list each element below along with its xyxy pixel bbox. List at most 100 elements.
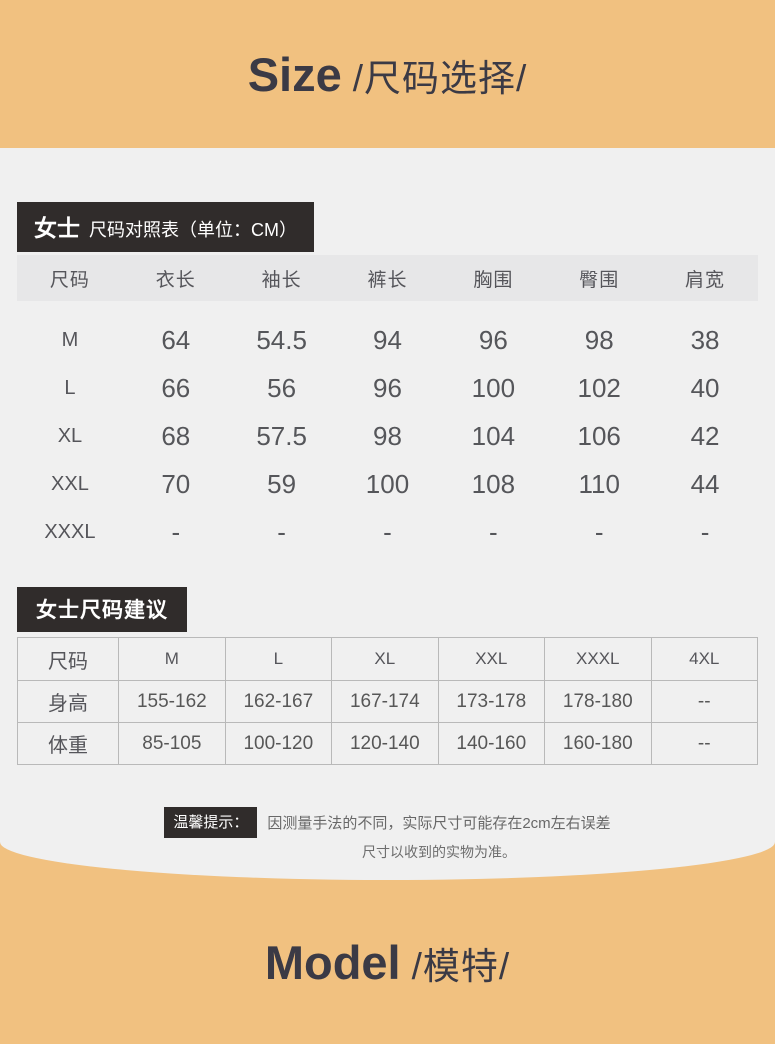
column-header: 尺码 — [49, 269, 90, 291]
size-value: 98 — [373, 420, 402, 451]
tip-label: 温馨提示： — [164, 807, 258, 838]
suggestion-table-cell: 155-162 — [118, 681, 224, 722]
size-value: 96 — [373, 372, 402, 403]
size-value: 100 — [471, 372, 516, 403]
corner-header: 尺码 — [48, 650, 89, 673]
size-value: - — [277, 516, 286, 547]
size-value: - — [700, 516, 710, 547]
suggestion-table-cell: 100-120 — [224, 723, 331, 764]
range-value: 173-178 — [456, 690, 527, 712]
women-size-table-badge: 女士 尺码对照表（单位：CM） — [17, 202, 314, 252]
size-suggestion-badge: 女士尺码建议 — [17, 587, 187, 632]
row-label: 体重 — [48, 735, 89, 757]
range-value: 167-174 — [349, 690, 420, 712]
size-value: - — [383, 516, 392, 547]
content-panel: 女士 尺码对照表（单位：CM） 尺码 衣长 袖长 裤长 胸围 臀围 肩宽 M 64 54.5 94… — [0, 148, 775, 880]
model-title: Model /模特/ — [265, 935, 510, 990]
warm-tip: 温馨提示： 因测量手法的不同，实际尺寸可能存在2cm左右误差 尺寸以收到的实物为… — [0, 807, 775, 862]
badge-text: 女士尺码建议 — [36, 599, 168, 622]
page-title: Size /尺码选择/ — [248, 47, 528, 102]
size-value: 70 — [161, 468, 191, 499]
size-value: 54.5 — [256, 324, 307, 355]
size-value: 38 — [690, 324, 720, 355]
tip-line1: 因测量手法的不同，实际尺寸可能存在2cm左右误差 — [267, 815, 611, 832]
suggestion-table-cell: L — [224, 638, 331, 680]
column-header: 臀围 — [579, 269, 620, 291]
column-header: 裤长 — [367, 269, 408, 291]
suggestion-table-cell: 173-178 — [437, 681, 544, 722]
suggestion-table-cell: 160-180 — [544, 723, 650, 764]
size-label: M — [61, 328, 79, 351]
size-value: 59 — [267, 468, 297, 499]
size-table-row: XXXL - - - - - - — [17, 508, 758, 556]
size-value: 57.5 — [256, 420, 307, 451]
model-title-cn: /模特/ — [411, 945, 511, 987]
suggestion-table-cell: 体重 — [18, 723, 118, 764]
suggestion-table-cell: 尺码 — [18, 638, 118, 680]
range-value: 100-120 — [243, 732, 314, 754]
size-value: 40 — [690, 372, 720, 403]
suggestion-table-cell: XL — [331, 638, 437, 680]
suggestion-table-cell: 140-160 — [437, 723, 544, 764]
size-column-header: XL — [374, 649, 396, 668]
size-value: - — [594, 516, 604, 547]
suggestion-table-cell: -- — [650, 723, 757, 764]
size-table-row: L 66 56 96 100 102 40 — [17, 364, 758, 412]
size-suggestion-table: 尺码 M L XL XXL XXXL 4XL 身高 155-162 162-167 167-174 1… — [17, 637, 758, 765]
size-label: XXXL — [44, 520, 96, 543]
row-label: 身高 — [48, 693, 89, 715]
suggestion-table-cell: 178-180 — [544, 681, 650, 722]
range-value: 178-180 — [562, 690, 633, 712]
size-column-header: L — [273, 649, 284, 668]
size-column-header: XXXL — [576, 649, 620, 668]
column-header: 袖长 — [261, 269, 302, 291]
range-value: 85-105 — [142, 732, 202, 754]
size-table-row: XXL 70 59 100 108 110 44 — [17, 460, 758, 508]
size-value: 100 — [365, 468, 410, 499]
range-value: 140-160 — [456, 732, 527, 754]
suggestion-table-row: 体重 85-105 100-120 120-140 140-160 160-180 -- — [18, 722, 757, 764]
size-value: 66 — [161, 372, 191, 403]
size-value: 108 — [471, 468, 516, 499]
badge-rest-text: 尺码对照表（单位：CM） — [89, 220, 297, 240]
suggestion-table-cell: 120-140 — [331, 723, 437, 764]
size-value: - — [171, 516, 181, 547]
range-value: -- — [697, 732, 711, 754]
suggestion-table-cell: 167-174 — [331, 681, 437, 722]
size-label: XXL — [51, 472, 89, 495]
size-table-row: M 64 54.5 94 96 98 38 — [17, 316, 758, 364]
size-section-banner: Size /尺码选择/ — [0, 0, 775, 148]
size-table-row: XL 68 57.5 98 104 106 42 — [17, 412, 758, 460]
size-label: XL — [57, 424, 83, 447]
size-value: 104 — [471, 420, 516, 451]
column-header: 肩宽 — [685, 269, 726, 291]
size-value: 98 — [584, 324, 614, 355]
size-value: - — [489, 516, 498, 547]
range-value: 162-167 — [243, 690, 314, 712]
range-value: 155-162 — [136, 690, 207, 712]
size-value: 42 — [690, 420, 720, 451]
size-value: 102 — [577, 372, 621, 403]
range-value: -- — [697, 690, 711, 712]
size-value: 96 — [478, 324, 508, 355]
size-label: L — [64, 376, 76, 399]
tip-text: 因测量手法的不同，实际尺寸可能存在2cm左右误差 尺寸以收到的实物为准。 — [267, 807, 610, 862]
suggestion-table-cell: XXL — [437, 638, 544, 680]
badge-bold-text: 女士 — [34, 215, 80, 241]
range-value: 160-180 — [562, 732, 633, 754]
suggestion-table-row: 身高 155-162 162-167 167-174 173-178 178-180 -- — [18, 680, 757, 722]
suggestion-table-cell: M — [118, 638, 224, 680]
suggestion-table-cell: 162-167 — [224, 681, 331, 722]
suggestion-table-cell: XXXL — [544, 638, 650, 680]
suggestion-table-cell: 4XL — [650, 638, 757, 680]
size-column-header: M — [164, 649, 179, 668]
size-value: 94 — [373, 324, 402, 355]
title-cn: /尺码选择/ — [352, 57, 528, 99]
suggestion-table-cell: 身高 — [18, 681, 118, 722]
size-table-body: M 64 54.5 94 96 98 38 L 66 56 96 100 102 40 XL 68 57.5 98… — [17, 316, 758, 556]
size-value: 64 — [161, 324, 191, 355]
model-title-en: Model — [264, 935, 401, 989]
model-section-banner: Model /模特/ — [0, 880, 775, 1044]
title-en: Size — [247, 47, 342, 101]
